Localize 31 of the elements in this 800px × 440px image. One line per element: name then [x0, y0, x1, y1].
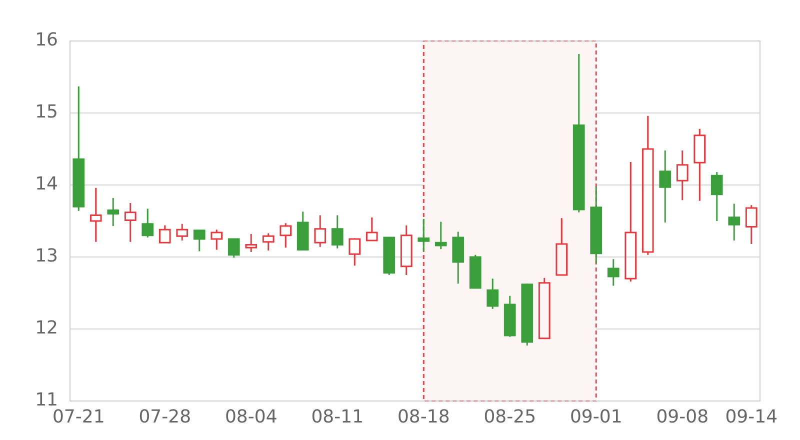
y-tick-label: 14: [35, 174, 58, 195]
candlestick: [556, 217, 568, 276]
candlestick: [124, 202, 136, 243]
y-tick-label: 16: [35, 30, 58, 51]
candlestick: [348, 238, 361, 266]
x-tick-label: 09-01: [570, 406, 622, 428]
x-tick-label: 08-18: [397, 406, 450, 428]
candlestick: [210, 228, 223, 251]
y-tick-label: 13: [35, 246, 58, 267]
x-tick-label: 08-25: [484, 406, 536, 428]
candlestick: [676, 150, 688, 201]
candlestick: [624, 161, 637, 282]
candlestick: [366, 216, 378, 242]
candlestick: [745, 204, 758, 245]
candlestick: [400, 224, 412, 276]
x-tick-label: 08-11: [311, 406, 364, 428]
candlestick: [176, 223, 188, 242]
x-tick-label: 09-14: [725, 406, 778, 428]
candlestick: [280, 222, 292, 248]
candlestick: [694, 128, 706, 202]
x-tick-label: 09-08: [656, 406, 709, 428]
candlestick: [90, 187, 102, 243]
x-tick-label: 08-04: [224, 406, 278, 428]
x-tick-label: 07-28: [138, 406, 192, 428]
candlestick: [314, 214, 326, 248]
candlestick: [642, 115, 654, 256]
x-tick-label: 07-21: [52, 406, 105, 428]
candlestick: [245, 233, 258, 253]
y-tick-label: 15: [35, 102, 58, 123]
candlestick: [262, 232, 274, 252]
y-tick-label: 12: [35, 318, 58, 339]
